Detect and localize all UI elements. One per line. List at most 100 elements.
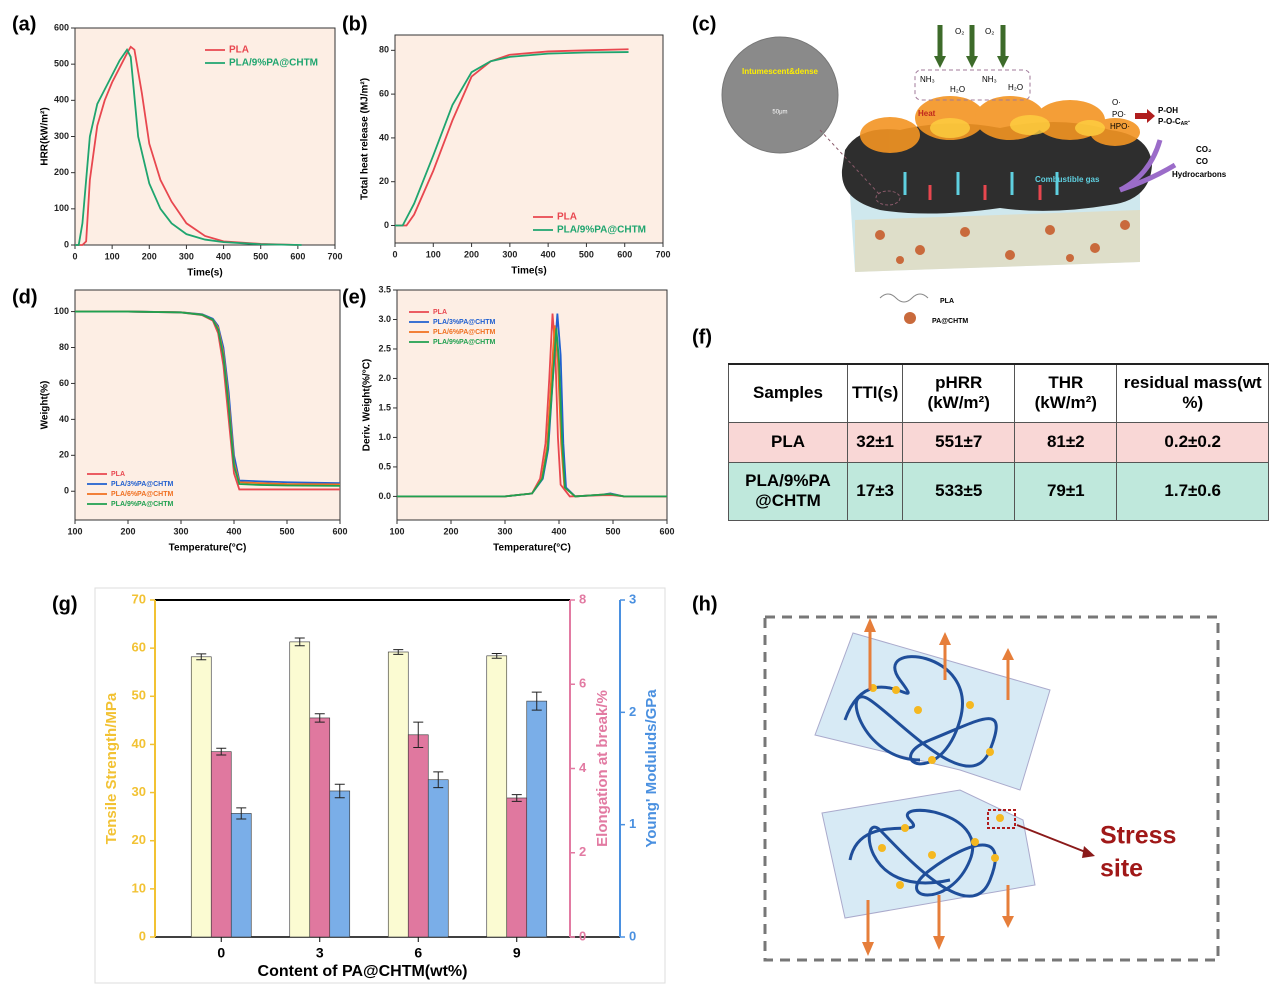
x-tick-label: 300 bbox=[502, 249, 517, 259]
product: CO₂ bbox=[1196, 145, 1212, 154]
panel-bg bbox=[94, 587, 666, 984]
panel-label: (f) bbox=[692, 326, 712, 348]
header-cell: pHRR (kW/m²) bbox=[902, 363, 1016, 423]
o2: O₂ bbox=[955, 27, 964, 36]
y3-tick-label: 1 bbox=[629, 816, 636, 831]
legend-label: PLA/3%PA@CHTM bbox=[433, 319, 495, 326]
radical: PO· bbox=[1112, 110, 1126, 119]
legend-label: PLA/9%PA@CHTM bbox=[111, 501, 173, 508]
x-tick-label: 500 bbox=[279, 526, 294, 536]
chain bbox=[843, 655, 998, 768]
x-tick-label: 200 bbox=[443, 526, 458, 536]
x-tick-label: 300 bbox=[179, 251, 194, 261]
y-tick-label: 600 bbox=[54, 22, 69, 32]
y-tick-label: 3.5 bbox=[378, 284, 391, 294]
y-tick-label: 60 bbox=[59, 378, 69, 388]
x-tick-label: 700 bbox=[655, 249, 670, 259]
radical: HPO· bbox=[1110, 122, 1130, 131]
panel-label: (h) bbox=[692, 593, 718, 615]
y2-tick-label: 0 bbox=[579, 928, 586, 943]
inset-link bbox=[819, 129, 881, 196]
h2o: H₂O bbox=[1008, 83, 1023, 92]
cell: 0.2±0.2 bbox=[1116, 421, 1269, 463]
product: CO bbox=[1196, 157, 1208, 166]
h2o: H₂O bbox=[950, 85, 965, 94]
cell: 533±5 bbox=[902, 461, 1016, 522]
legend-label: PLA bbox=[557, 212, 577, 223]
sem-inset bbox=[721, 36, 839, 154]
header-cell: TTI(s) bbox=[846, 363, 904, 423]
o2: O₂ bbox=[985, 27, 994, 36]
legend-pla: PLA bbox=[940, 298, 954, 305]
data-table: Samples TTI(s) pHRR (kW/m²) THR (kW/m²) … bbox=[728, 363, 1269, 522]
y-tick-label: 1.0 bbox=[378, 432, 391, 442]
x-tick-label: 400 bbox=[226, 526, 241, 536]
x-tick-label: 0 bbox=[392, 249, 397, 259]
series-line bbox=[397, 328, 667, 498]
x-tick-label: 300 bbox=[497, 526, 512, 536]
y-tick-label: 80 bbox=[379, 45, 389, 55]
y-tick-label: 40 bbox=[379, 132, 389, 142]
frame bbox=[763, 615, 1220, 962]
radical: O· bbox=[1112, 98, 1121, 107]
x-axis-label: Time(s) bbox=[187, 268, 222, 279]
error-bar bbox=[413, 721, 424, 748]
x-tick-label: 200 bbox=[464, 249, 479, 259]
x-tick-label: 0 bbox=[217, 945, 225, 961]
particles bbox=[875, 220, 1130, 264]
y-tick-label: 40 bbox=[132, 736, 146, 751]
y-tick-label: 200 bbox=[54, 167, 69, 177]
bar bbox=[486, 655, 508, 938]
y-tick-label: 0 bbox=[384, 220, 389, 230]
x-tick-label: 600 bbox=[290, 251, 305, 261]
pla-icon bbox=[879, 293, 929, 303]
y-tick-label: 500 bbox=[54, 59, 69, 69]
cell: 81±2 bbox=[1014, 421, 1118, 463]
y-tick-label: 60 bbox=[379, 88, 389, 98]
x-tick-label: 500 bbox=[605, 526, 620, 536]
x-tick-label: 3 bbox=[316, 945, 324, 961]
nh3: NH₃ bbox=[920, 75, 935, 84]
x-tick-label: 9 bbox=[513, 945, 521, 961]
bar bbox=[230, 813, 252, 938]
cell: 79±1 bbox=[1014, 461, 1118, 522]
stress-label: Stress bbox=[1100, 822, 1176, 850]
legend-label: PLA/9%PA@CHTM bbox=[229, 58, 318, 69]
y3-tick-label: 0 bbox=[629, 928, 636, 943]
legend-label: PLA/9%PA@CHTM bbox=[433, 339, 495, 346]
y-tick-label: 20 bbox=[132, 832, 146, 847]
phosphorus: P-OH bbox=[1158, 106, 1178, 115]
row: PLA 32±1 551±7 81±2 0.2±0.2 bbox=[728, 421, 1269, 463]
y-tick-label: 3.0 bbox=[378, 314, 391, 324]
series-line bbox=[75, 47, 302, 246]
force-arrows bbox=[866, 630, 1010, 945]
y-axis-label: Weight(%) bbox=[40, 381, 51, 430]
y-tick-label: 2.5 bbox=[378, 343, 391, 353]
plot-bg bbox=[394, 34, 664, 244]
y-tick-label: 0 bbox=[64, 239, 69, 249]
y2-tick-label: 8 bbox=[579, 591, 586, 606]
y-tick-label: 1.5 bbox=[378, 402, 391, 412]
x-axis-label: Temperature(°C) bbox=[493, 543, 571, 554]
y-tick-label: 100 bbox=[54, 306, 69, 316]
y-axis-label: Deriv. Weight(%/°C) bbox=[362, 359, 373, 452]
combustible-gas: Combustible gas bbox=[1035, 175, 1100, 184]
y-tick-label: 10 bbox=[132, 880, 146, 895]
error-bar bbox=[294, 637, 305, 647]
y-tick-label: 40 bbox=[59, 414, 69, 424]
legend-label: PLA/3%PA@CHTM bbox=[111, 481, 173, 488]
error-bar bbox=[196, 653, 207, 661]
y2-tick-label: 2 bbox=[579, 844, 586, 859]
chain bbox=[848, 808, 997, 898]
legend-label: PLA bbox=[229, 45, 249, 56]
phosphorus: P-O-CAR· bbox=[1158, 117, 1191, 127]
cell: PLA bbox=[728, 421, 848, 463]
y-tick-label: 100 bbox=[54, 203, 69, 213]
cell: PLA/9%PA @CHTM bbox=[728, 461, 848, 522]
x-tick-label: 500 bbox=[579, 249, 594, 259]
x-axis-label: Time(s) bbox=[511, 266, 546, 277]
x-tick-label: 6 bbox=[414, 945, 422, 961]
header-row: Samples TTI(s) pHRR (kW/m²) THR (kW/m²) … bbox=[728, 363, 1269, 423]
stress-arrow bbox=[1016, 824, 1089, 854]
